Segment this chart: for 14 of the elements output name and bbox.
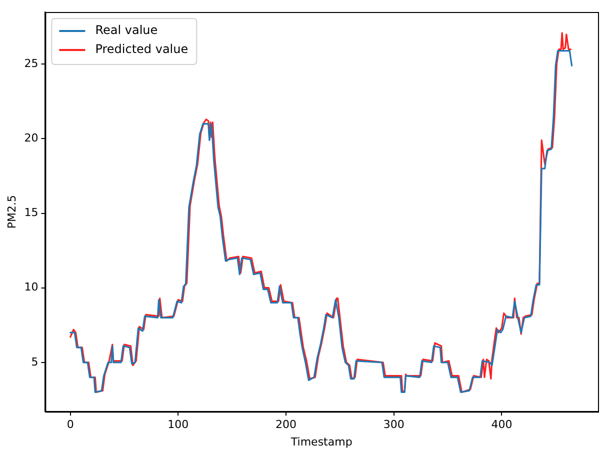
y-tick-label: 20 [24, 132, 38, 145]
x-tick-label: 100 [168, 418, 189, 432]
legend-label: Real value [95, 23, 158, 38]
x-axis-title: Timestamp [290, 435, 352, 448]
y-tick-label: 15 [24, 206, 38, 220]
y-tick-label: 10 [24, 280, 38, 294]
x-tick-label: 200 [276, 418, 297, 432]
x-tick-label: 0 [66, 418, 74, 432]
x-tick-label: 300 [383, 418, 404, 432]
legend-label: Predicted value [95, 42, 188, 56]
x-tick-label: 400 [491, 418, 512, 432]
y-tick-label: 5 [31, 355, 38, 368]
y-axis-title: PM2.5 [5, 194, 18, 229]
y-tick-label: 25 [24, 57, 38, 70]
